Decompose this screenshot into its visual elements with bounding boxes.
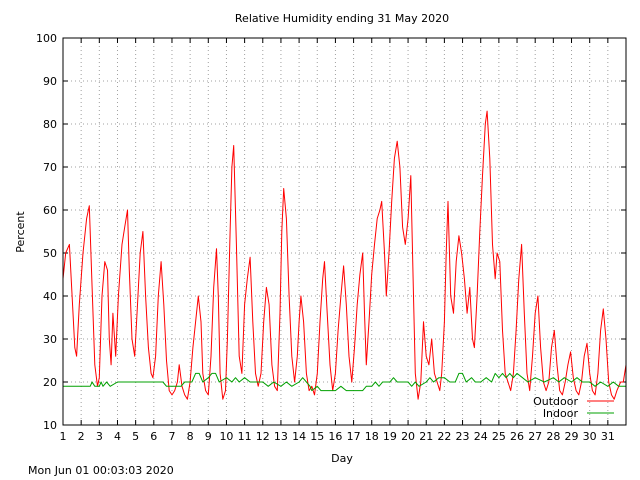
plot-frame — [62, 37, 627, 426]
x-tick-label: 29 — [565, 430, 579, 443]
y-tick-label: 10 — [43, 419, 57, 432]
x-tick-label: 26 — [510, 430, 524, 443]
x-tick-label: 30 — [583, 430, 597, 443]
y-axis-label: Percent — [14, 211, 27, 253]
y-tick-label: 20 — [43, 376, 57, 389]
chart-title: Relative Humidity ending 31 May 2020 — [235, 12, 449, 25]
x-tick-label: 6 — [150, 430, 157, 443]
x-tick-label: 22 — [437, 430, 451, 443]
grid — [63, 38, 626, 425]
x-tick-label: 3 — [96, 430, 103, 443]
y-tick-label: 70 — [43, 161, 57, 174]
x-tick-label: 7 — [168, 430, 175, 443]
x-tick-label: 2 — [78, 430, 85, 443]
y-tick-label: 90 — [43, 75, 57, 88]
x-tick-label: 31 — [601, 430, 615, 443]
x-tick-label: 1 — [60, 430, 67, 443]
y-tick-label: 60 — [43, 204, 57, 217]
legend: Outdoor Indoor — [533, 395, 614, 420]
x-tick-label: 13 — [274, 430, 288, 443]
x-tick-label: 5 — [132, 430, 139, 443]
x-tick-label: 16 — [328, 430, 342, 443]
x-axis-label: Day — [331, 452, 353, 465]
y-tick-label: 80 — [43, 118, 57, 131]
x-tick-label: 19 — [383, 430, 397, 443]
x-tick-label: 11 — [238, 430, 252, 443]
series-line-indoor — [63, 372, 626, 392]
x-tick-label: 23 — [456, 430, 470, 443]
legend-label-indoor: Indoor — [543, 407, 579, 420]
x-tick-label: 4 — [114, 430, 121, 443]
x-tick-label: 12 — [256, 430, 270, 443]
y-tick-label: 30 — [43, 333, 57, 346]
x-tick-label: 24 — [474, 430, 488, 443]
y-tick-label: 100 — [36, 32, 57, 45]
x-tick-label: 17 — [347, 430, 361, 443]
series-lines — [62, 110, 627, 400]
x-tick-label: 25 — [492, 430, 506, 443]
x-tick-label: 18 — [365, 430, 379, 443]
y-tick-label: 50 — [43, 247, 57, 260]
x-tick-label: 21 — [419, 430, 433, 443]
x-tick-label: 20 — [401, 430, 415, 443]
x-tick-label: 10 — [219, 430, 233, 443]
x-tick-label: 8 — [187, 430, 194, 443]
y-tick-label: 40 — [43, 290, 57, 303]
footer-timestamp: Mon Jun 01 00:03:03 2020 — [28, 464, 174, 477]
x-tick-label: 14 — [292, 430, 306, 443]
series-line-outdoor — [62, 110, 627, 400]
legend-label-outdoor: Outdoor — [533, 395, 578, 408]
x-tick-label: 9 — [205, 430, 212, 443]
x-tick-label: 15 — [310, 430, 324, 443]
x-tick-label: 28 — [546, 430, 560, 443]
x-tick-label: 27 — [528, 430, 542, 443]
